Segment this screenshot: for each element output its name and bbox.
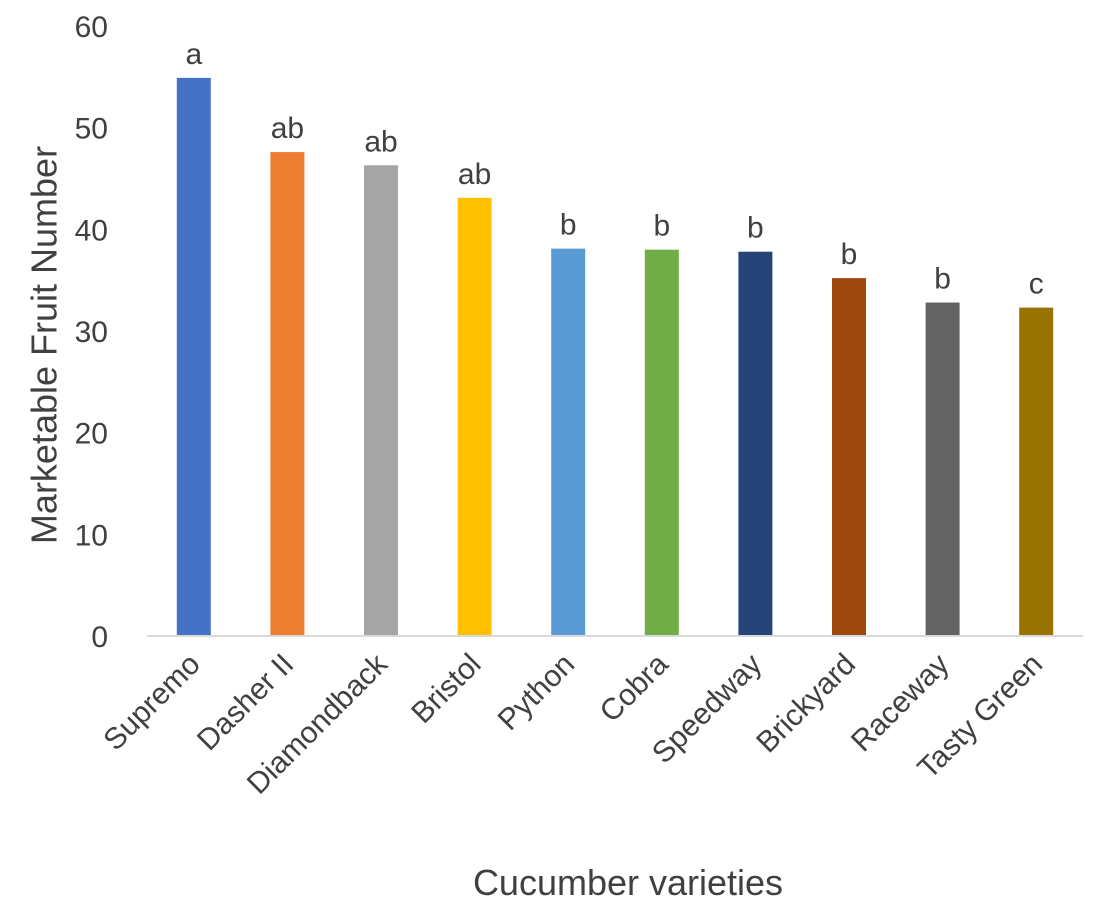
- y-tick-label: 30: [75, 316, 108, 349]
- data-label: ab: [458, 158, 491, 191]
- y-tick-label: 0: [91, 621, 108, 654]
- y-axis-title: Marketable Fruit Number: [24, 146, 65, 544]
- data-label: b: [747, 212, 764, 245]
- y-tick-label: 40: [75, 214, 108, 247]
- bar: [644, 249, 679, 636]
- bar: [1019, 307, 1054, 636]
- bar: [551, 248, 586, 636]
- x-tick-label: Supremo: [97, 648, 206, 757]
- data-labels: a ab ab ab b b b b b c: [185, 38, 1043, 301]
- x-tick-label: Bristol: [405, 648, 487, 730]
- data-label: b: [841, 238, 858, 271]
- bar: [364, 165, 398, 637]
- data-label: ab: [364, 125, 397, 158]
- data-label: b: [560, 209, 577, 242]
- data-label: ab: [271, 112, 304, 145]
- x-axis-title: Cucumber varieties: [473, 862, 783, 903]
- bar-series: [176, 77, 1054, 637]
- data-label: c: [1029, 268, 1044, 301]
- y-tick-label: 60: [75, 11, 108, 44]
- y-axis-ticks: 0 10 20 30 40 50 60: [75, 11, 108, 654]
- y-tick-label: 20: [75, 418, 108, 451]
- bar: [176, 77, 211, 637]
- bar: [738, 251, 773, 636]
- data-label: b: [653, 210, 670, 243]
- bar: [270, 152, 305, 637]
- data-label: a: [185, 38, 202, 71]
- y-tick-label: 10: [75, 519, 108, 552]
- bar: [832, 278, 866, 636]
- x-tick-label: Brickyard: [750, 648, 862, 760]
- x-tick-label: Python: [492, 648, 581, 737]
- bar: [925, 302, 960, 636]
- y-tick-label: 50: [75, 113, 108, 146]
- bar: [457, 197, 492, 637]
- x-tick-label: Cobra: [594, 647, 675, 728]
- data-label: b: [934, 263, 951, 296]
